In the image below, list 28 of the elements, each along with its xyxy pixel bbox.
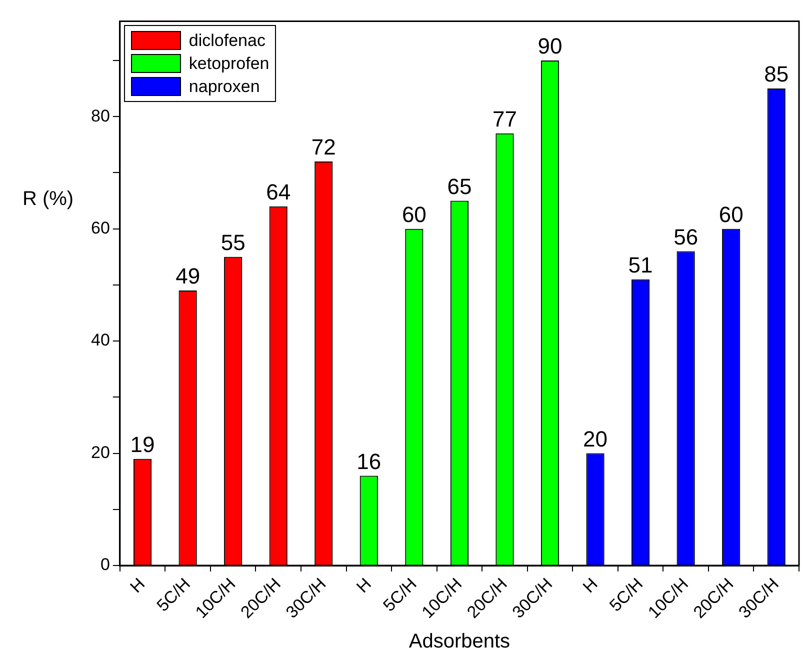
data-label: 77 bbox=[492, 106, 517, 132]
data-label: 90 bbox=[538, 34, 562, 59]
y-axis-title: R (%) bbox=[21, 187, 75, 211]
x-tick-label: H bbox=[126, 574, 149, 597]
legend-label: diclofenac bbox=[188, 30, 266, 52]
data-label: 85 bbox=[764, 62, 789, 87]
x-tick-label: H bbox=[579, 574, 602, 597]
y-tick-label: 20 bbox=[90, 442, 110, 462]
y-tick-label: 0 bbox=[100, 555, 110, 574]
data-label: 20 bbox=[583, 426, 608, 452]
legend-label: naproxen bbox=[188, 76, 260, 98]
y-tick-label: 40 bbox=[90, 330, 110, 350]
data-label: 56 bbox=[674, 224, 698, 250]
legend-label: ketoprofen bbox=[188, 53, 270, 76]
data-label: 16 bbox=[356, 448, 382, 474]
data-label: 55 bbox=[220, 230, 246, 255]
data-label: 72 bbox=[311, 134, 336, 160]
data-label: 60 bbox=[718, 202, 744, 227]
data-label: 49 bbox=[176, 264, 200, 289]
data-label: 64 bbox=[266, 179, 291, 204]
data-label: 51 bbox=[628, 252, 653, 278]
x-tick-label: H bbox=[352, 574, 376, 597]
y-tick-label: 60 bbox=[90, 218, 110, 238]
data-label: 65 bbox=[447, 174, 472, 199]
data-label: 19 bbox=[130, 432, 155, 457]
y-tick-label: 80 bbox=[90, 106, 110, 126]
data-label: 60 bbox=[402, 202, 426, 227]
x-axis-title: Adsorbents bbox=[408, 630, 510, 653]
